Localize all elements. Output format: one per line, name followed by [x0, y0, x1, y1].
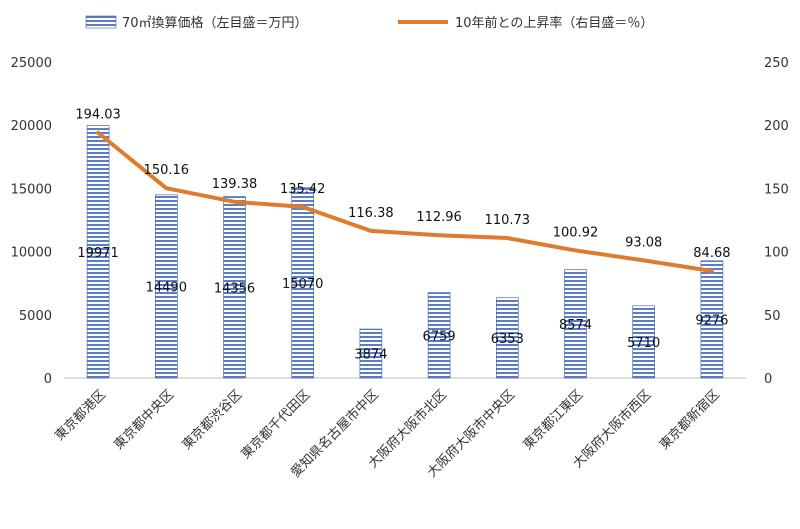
line-value-label: 112.96	[416, 210, 462, 225]
bar	[86, 125, 110, 379]
right-tick-label: 250	[764, 56, 789, 71]
bar	[155, 194, 178, 379]
bar-value-label: 5710	[627, 336, 660, 351]
bar	[291, 187, 315, 379]
right-tick-label: 150	[764, 182, 789, 197]
legend-line-label: 10年前との上昇率（右目盛＝％）	[455, 15, 653, 31]
line-labels: 194.03 150.16 139.38 135.42 116.38 112.96 110.…	[75, 108, 730, 261]
line-value-label: 93.08	[625, 235, 662, 250]
line-value-label: 116.38	[348, 206, 394, 221]
left-tick-label: 20000	[11, 119, 52, 134]
bar-value-label: 6759	[423, 329, 456, 344]
left-tick-label: 5000	[19, 309, 52, 324]
left-tick-label: 15000	[11, 182, 52, 197]
bar-value-label: 3874	[354, 348, 387, 363]
right-tick-label: 50	[764, 309, 781, 324]
line-value-label: 150.16	[144, 163, 190, 178]
bar-labels: 19971 14490 14356 15070 3874 6759 6353 8574 5710…	[77, 246, 728, 363]
line-value-label: 139.38	[212, 177, 258, 192]
category-label: 東京都江東区	[520, 387, 586, 453]
right-tick-label: 200	[764, 119, 789, 134]
bar	[495, 297, 519, 379]
legend: 70㎡換算価格（左目盛＝万円） 10年前との上昇率（右目盛＝％）	[85, 15, 653, 31]
line-value-label: 84.68	[693, 246, 730, 261]
line-value-label: 194.03	[75, 108, 121, 123]
right-axis: 0 50 100 150 200 250	[764, 56, 789, 387]
bar	[700, 260, 724, 379]
bars	[86, 125, 724, 379]
bar-value-label: 15070	[282, 277, 323, 292]
category-labels: 東京都港区 東京都中央区 東京都渋谷区東京都千代田区愛知県名古屋市中区大阪府大阪市北…	[52, 387, 723, 481]
bar-value-label: 6353	[491, 332, 524, 347]
left-tick-label: 10000	[11, 246, 52, 261]
category-label: 東京都渋谷区	[179, 387, 245, 453]
bar-value-label: 14490	[146, 280, 187, 295]
bar-value-label: 19971	[77, 246, 118, 261]
bar	[632, 305, 656, 379]
bar-value-label: 8574	[559, 318, 592, 333]
legend-bar-label: 70㎡換算価格（左目盛＝万円）	[122, 15, 308, 31]
category-label: 東京都港区	[52, 387, 109, 444]
bar	[427, 292, 451, 379]
line-series	[96, 130, 714, 273]
bar	[359, 328, 383, 379]
legend-bar-swatch	[85, 15, 117, 29]
right-tick-label: 100	[764, 246, 789, 261]
category-label: 東京都新宿区	[656, 387, 722, 453]
line-series-path	[96, 130, 714, 273]
category-label: 東京都千代田区	[238, 387, 314, 463]
line-value-label: 135.42	[280, 182, 326, 197]
category-label: 東京都中央区	[111, 387, 177, 453]
left-tick-label: 25000	[11, 56, 52, 71]
bar	[223, 196, 246, 379]
bar-value-label: 14356	[214, 281, 255, 296]
left-tick-label: 0	[44, 372, 52, 387]
line-value-label: 100.92	[553, 225, 599, 240]
bar	[564, 269, 587, 379]
bar-value-label: 9276	[695, 313, 728, 328]
left-axis: 0 5000 10000 15000 20000 25000	[11, 56, 52, 387]
right-tick-label: 0	[764, 372, 772, 387]
line-value-label: 110.73	[485, 213, 531, 228]
